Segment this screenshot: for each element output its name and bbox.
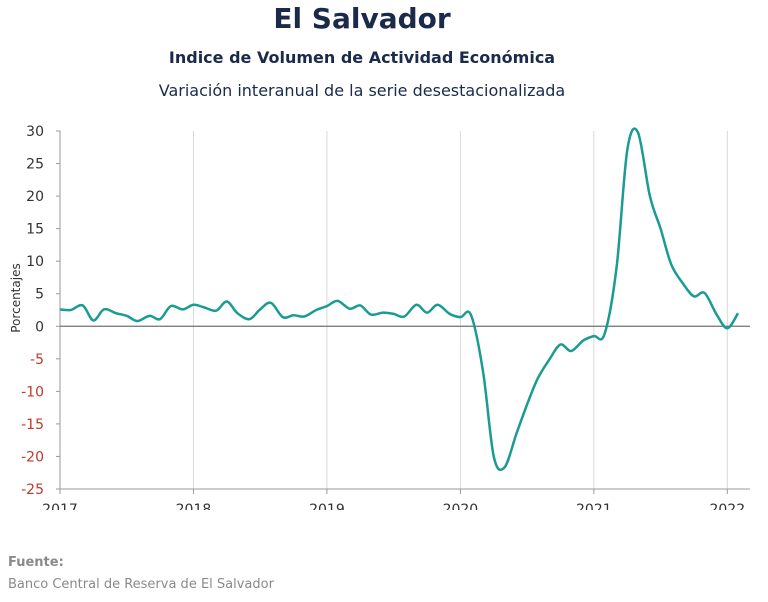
chart-subtitle: Indice de Volumen de Actividad Económica xyxy=(168,48,556,67)
y-tick-label: -25 xyxy=(21,482,44,498)
y-tick-label: 15 xyxy=(26,222,44,238)
chart-title: El Salvador xyxy=(273,2,451,35)
y-tick-label: 10 xyxy=(26,254,44,270)
x-tick-label: 2019 xyxy=(309,502,345,510)
y-tick-label: -20 xyxy=(21,449,44,465)
x-tick-label: 2021 xyxy=(576,502,612,510)
y-tick-label: -10 xyxy=(21,384,44,400)
source-label: Fuente: xyxy=(8,555,64,570)
source-text: Banco Central de Reserva de El Salvador xyxy=(8,577,274,592)
y-tick-label: 0 xyxy=(35,319,44,335)
y-tick-label: 20 xyxy=(26,189,44,205)
x-tick-label: 2018 xyxy=(176,502,212,510)
y-tick-label: -15 xyxy=(21,417,44,433)
line-chart: 30 25 20 15 10 5 0 -5 -10 -15 -20 -25 2017 2018 2019 20… xyxy=(9,124,750,510)
x-tick-label: 2022 xyxy=(709,502,745,510)
series-line-0 xyxy=(59,127,740,472)
y-tick-label: -5 xyxy=(30,352,44,368)
y-axis-label: Porcentajes xyxy=(9,263,23,332)
x-tick-label: 2020 xyxy=(443,502,479,510)
y-tick-label: 30 xyxy=(26,124,44,140)
y-tick-label: 5 xyxy=(35,287,44,303)
x-tick-label: 2017 xyxy=(42,502,78,510)
chart-subtitle-secondary: Variación interanual de la serie desesta… xyxy=(158,81,566,100)
y-tick-label: 25 xyxy=(26,157,44,173)
